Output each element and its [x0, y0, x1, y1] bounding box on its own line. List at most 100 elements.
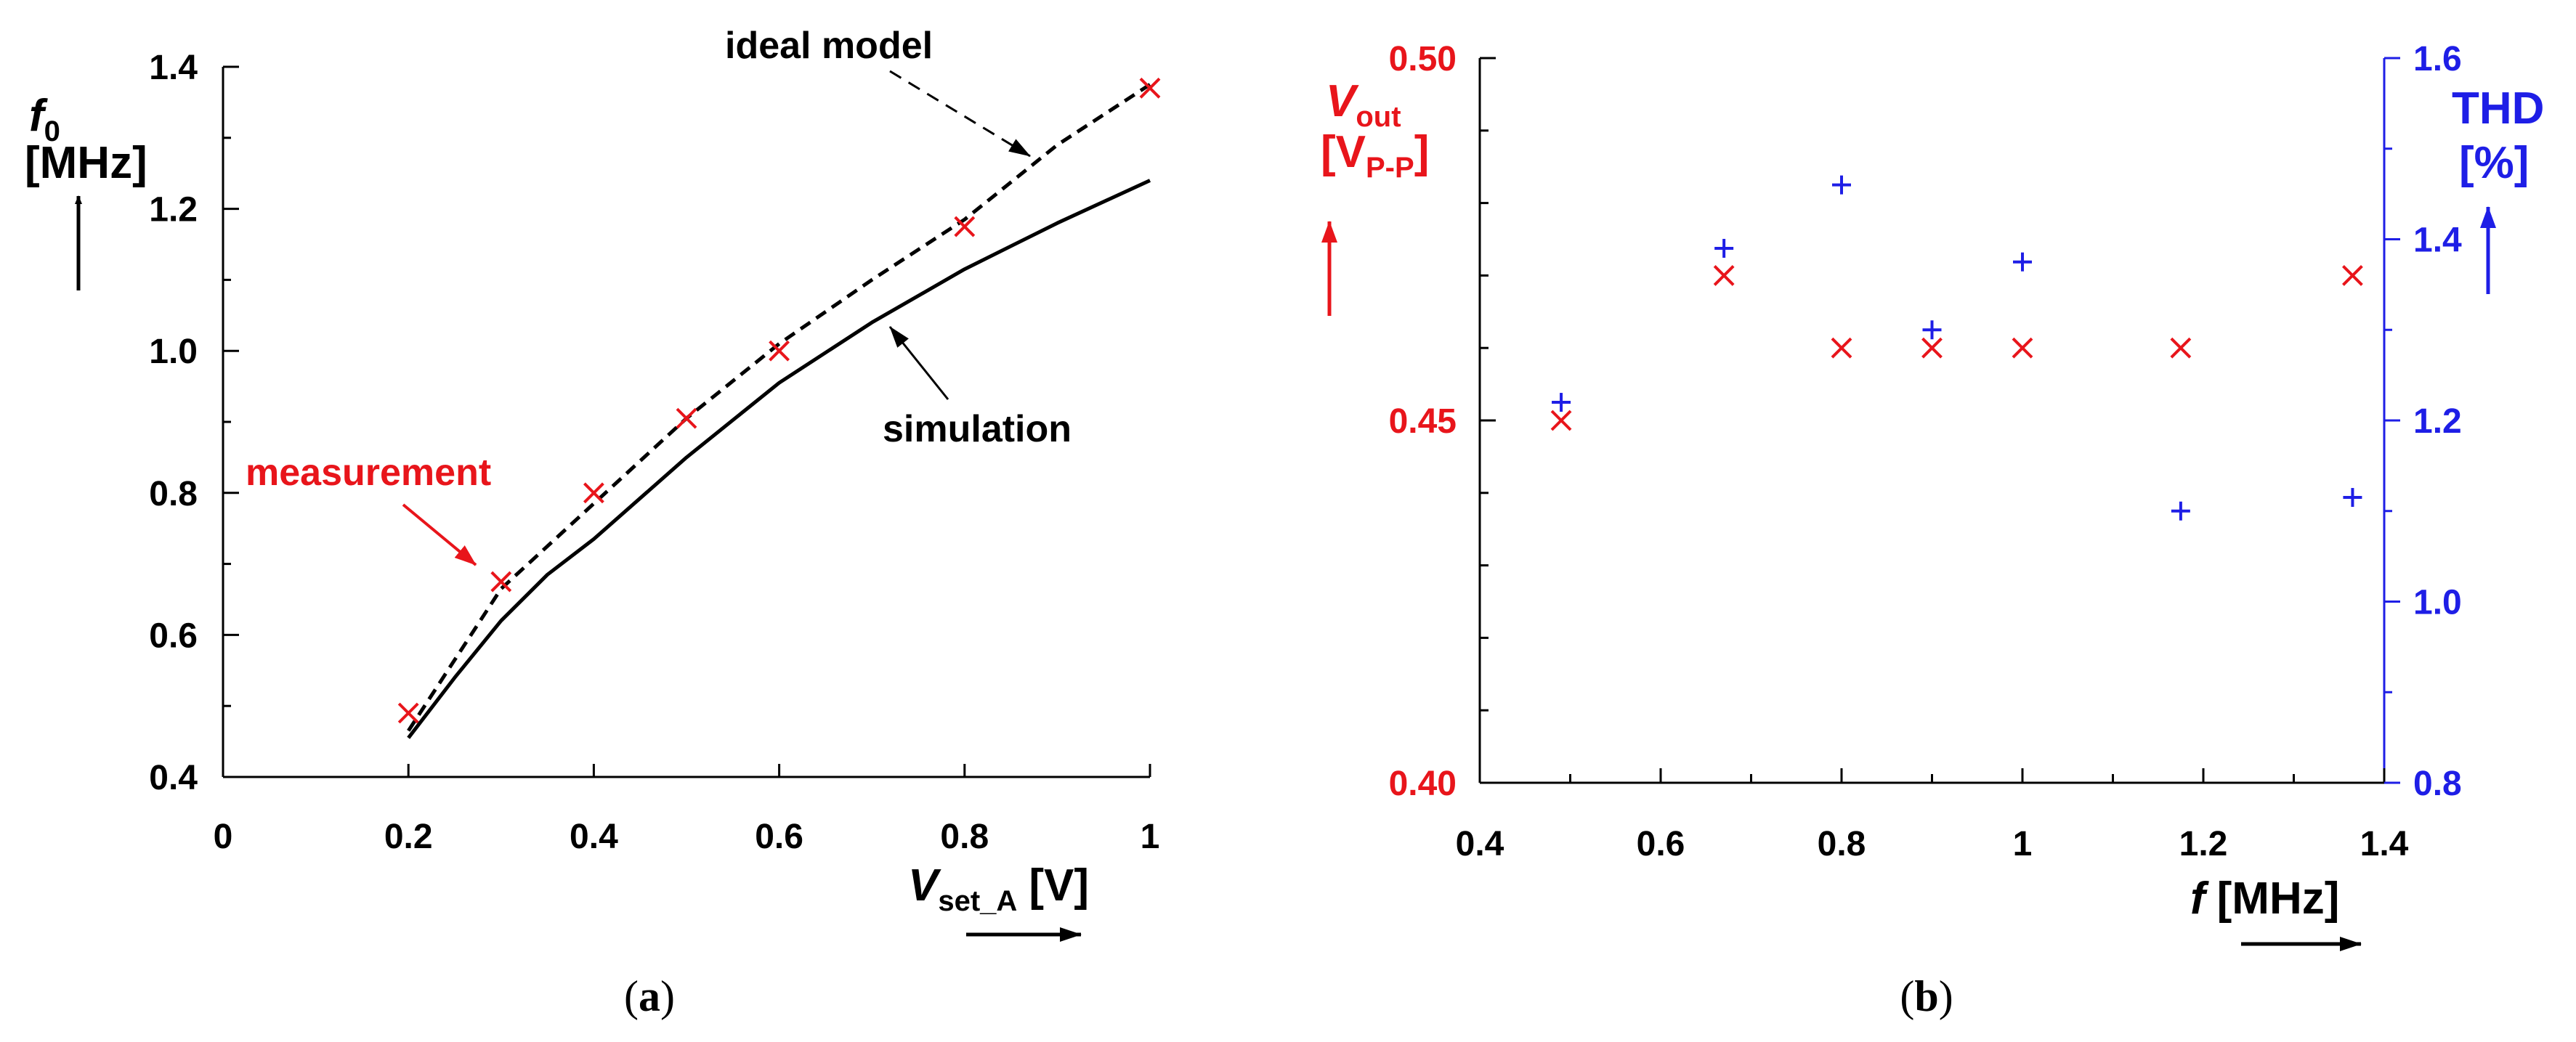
x-mark-icon: [954, 216, 976, 237]
x-mark-icon: [1831, 337, 1852, 359]
chart-b-ylabel-right-unit: [%]: [2459, 138, 2529, 188]
series-simulation: [407, 179, 1151, 739]
chart-b-x-tick-label: 0.8: [1818, 825, 1866, 863]
chart-b-right-tick-label: 1.0: [2413, 584, 2462, 622]
annotation-measurement-arrow-icon: [402, 503, 477, 566]
x-mark-icon: [1139, 77, 1161, 99]
chart-a-ylabel-unit: [MHz]: [25, 138, 147, 188]
vout-point: [1550, 410, 1572, 431]
chart-a-y-tick-label: 0.8: [149, 475, 198, 513]
chart-b-ylabel-left-sub: out: [1356, 101, 1401, 133]
vout-point: [2170, 337, 2192, 359]
chart-a-x-tick-label: 0.4: [570, 818, 618, 856]
chart-b-x-tick-label: 1.4: [2360, 825, 2409, 863]
chart-b-xlabel-unit: [MHz]: [2217, 874, 2340, 924]
chart-b-left-tick-label: 0.45: [1389, 402, 1457, 441]
chart-a-xlabel-sub: set_A: [938, 885, 1017, 917]
chart-b-right-tick-label: 0.8: [2413, 765, 2462, 803]
caption-a-close: ): [660, 972, 675, 1020]
measurement-point: [954, 216, 976, 237]
thd-point: [2171, 501, 2190, 521]
measurement-point: [490, 571, 512, 593]
annotation-simulation-arrow-icon: [888, 326, 949, 400]
chart-a-x-tick-label: 0: [214, 818, 233, 856]
measurement-point: [769, 340, 790, 362]
vout-point: [1831, 337, 1852, 359]
caption-b-open: (: [1900, 972, 1914, 1020]
chart-b-left-tick-label: 0.50: [1389, 40, 1457, 78]
chart-a-x-tick-label: 0.6: [755, 818, 803, 856]
thd-point: [2343, 488, 2362, 508]
chart-a-y-tick-label: 1.4: [149, 49, 198, 87]
chart-b-x-tick-label: 1.2: [2179, 825, 2228, 863]
chart-b-right-tick-label: 1.4: [2413, 221, 2462, 260]
chart-a-y-tick-label: 1.0: [149, 333, 198, 371]
chart-a-y-tick-label: 0.4: [149, 759, 198, 797]
caption-b: (b): [1900, 972, 1953, 1020]
chart-b-left-ticks: 0.40 0.45 0.50: [1389, 40, 1496, 803]
chart-a-y-tick-label: 1.2: [149, 191, 198, 229]
chart-b-ylabel-right: THD: [2452, 84, 2544, 134]
measurement-point: [583, 482, 604, 504]
x-mark-icon: [676, 407, 697, 429]
chart-a-x-tick-label: 0.2: [384, 818, 433, 856]
chart-b-right-tick-label: 1.6: [2413, 40, 2462, 78]
x-mark-icon: [769, 340, 790, 362]
chart-b-axes: [1478, 58, 2386, 784]
x-mark-icon: [1921, 337, 1943, 359]
x-mark-icon: [490, 571, 512, 593]
x-mark-icon: [1713, 264, 1735, 286]
measurement-point: [397, 702, 419, 724]
measurement-point: [676, 407, 697, 429]
thd-point: [1922, 320, 1942, 340]
annotation-measurement: measurement: [246, 452, 491, 494]
chart-a-xlabel-unit: [V]: [1029, 860, 1089, 911]
caption-a-letter: a: [639, 972, 660, 1020]
chart-b-ylabel-left-unit-sub: P-P: [1366, 152, 1414, 184]
caption-a-open: (: [624, 972, 639, 1020]
chart-a-xlabel: Vset_A [V]: [908, 860, 1089, 917]
caption-b-close: ): [1939, 972, 1953, 1020]
caption-a: (a): [624, 972, 675, 1020]
x-mark-icon: [583, 482, 604, 504]
annotation-simulation: simulation: [883, 408, 1072, 450]
chart-b-ylabel-left-unit: [VP-P]: [1321, 127, 1429, 184]
chart-b-left-tick-label: 0.40: [1389, 765, 1457, 803]
thd-point: [2013, 252, 2032, 272]
measurement-point: [1139, 77, 1161, 99]
annotation-ideal-model-arrow-icon: [889, 70, 1031, 158]
chart-a-xlabel-main: V: [908, 860, 941, 911]
chart-a-x-tick-label: 0.8: [940, 818, 989, 856]
chart-a: 0 0.2 0.4 0.6 0.8 1 0.40.60.81.01.21.4 f0 [MH…: [25, 25, 1161, 942]
vout-point: [2342, 264, 2363, 286]
chart-b-right-tick-label: 1.2: [2413, 402, 2462, 441]
annotation-ideal-model: ideal model: [725, 25, 933, 67]
chart-b-ylabel-left-main: V: [1326, 76, 1359, 126]
chart-a-markers: [397, 77, 1161, 724]
chart-b-xlabel-main: f: [2190, 874, 2209, 924]
vout-point: [2012, 337, 2033, 359]
series-ideal-model: [407, 83, 1151, 732]
caption-b-letter: b: [1914, 972, 1938, 1020]
vout-point: [1921, 337, 1943, 359]
chart-b-markers: [1550, 175, 2363, 521]
chart-b-x-tick-label: 0.4: [1456, 825, 1504, 863]
x-mark-icon: [2170, 337, 2192, 359]
chart-b-x-ticks: 0.4 0.6 0.8 1 1.2 1.4: [1456, 768, 2409, 863]
chart-b-ylabel-left: Vout: [1326, 76, 1401, 133]
chart-a-y-ticks: 0.4 0.6 0.8 1.0 1.2 1.4: [149, 49, 239, 797]
thd-point: [1714, 238, 1734, 258]
chart-b-xlabel: f [MHz]: [2190, 874, 2339, 924]
chart-a-x-ticks: 0 0.2 0.4 0.6 0.8 1: [214, 764, 1159, 856]
chart-b-x-tick-label: 1: [2013, 825, 2033, 863]
chart-b-ylabel-left-unit-close: ]: [1414, 127, 1430, 177]
x-mark-icon: [2012, 337, 2033, 359]
thd-point: [1832, 175, 1851, 195]
chart-b: 0.4 0.6 0.8 1 1.2 1.4 0.40 0.45 0.50 0.8 1.0 1.2 1…: [1321, 40, 2544, 951]
x-mark-icon: [397, 702, 419, 724]
chart-a-y-tick-label: 0.6: [149, 616, 198, 655]
chart-b-x-tick-label: 0.6: [1637, 825, 1685, 863]
thd-point: [1552, 393, 1571, 412]
vout-point: [1713, 264, 1735, 286]
